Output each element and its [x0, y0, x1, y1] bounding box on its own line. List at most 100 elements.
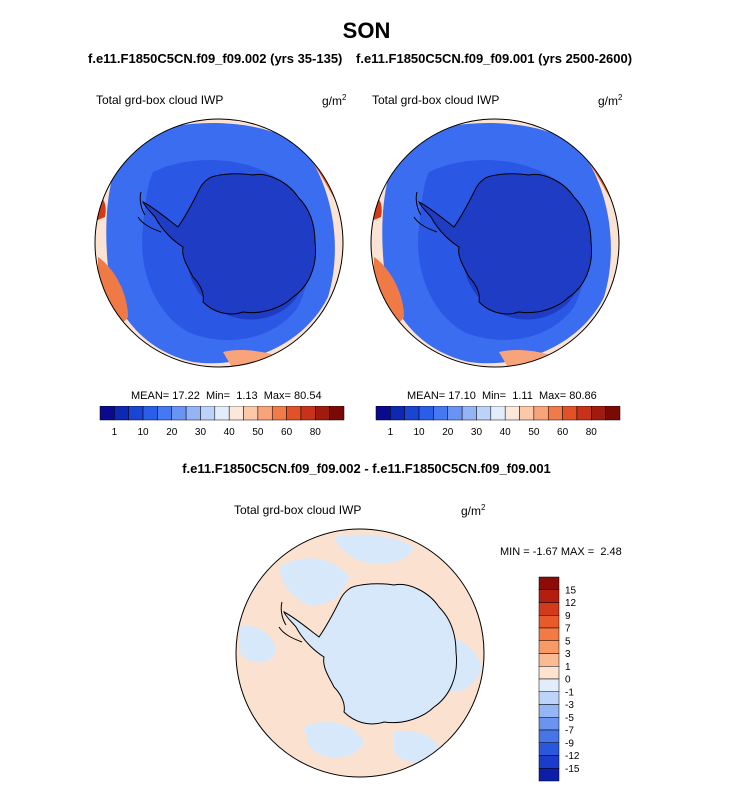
colorbar-swatch [114, 406, 129, 421]
colorbar-tick-label: 1 [388, 427, 394, 438]
difference-title: f.e11.F1850C5CN.f09_f09.002 - f.e11.F185… [182, 461, 551, 476]
colorbar-swatch [504, 406, 520, 421]
colorbar-tick-label: 60 [557, 427, 569, 438]
colorbar-swatch [538, 615, 560, 629]
panel2-south-orange [499, 350, 569, 367]
colorbar-swatch [538, 755, 560, 769]
panel3-map [235, 528, 485, 778]
colorbar-swatch [538, 666, 560, 680]
colorbar-swatch [375, 406, 391, 421]
panel3-negative-patch-nw [279, 558, 349, 606]
colorbar-tick-label: 1 [112, 427, 118, 438]
colorbar-swatch [519, 406, 535, 421]
panel2-peninsula-coastline [413, 191, 438, 233]
colorbar-tick-label: -1 [565, 687, 574, 698]
colorbar-swatch [538, 627, 560, 641]
season-title: SON [342, 18, 391, 43]
colorbar-tick-label: 60 [281, 427, 293, 438]
panel3-map-border [235, 528, 485, 778]
colorbar-tick-label: 40 [224, 427, 236, 438]
colorbar-tick-label: 40 [500, 427, 512, 438]
panel2-stats: MEAN= 17.10 Min= 1.11 Max= 80.86 [407, 390, 597, 402]
panel3-peninsula-coastline [278, 601, 303, 643]
panel1-variable-label: Total grd-box cloud IWP [96, 93, 224, 107]
panel1-stats: MEAN= 17.22 Min= 1.13 Max= 80.54 [131, 390, 322, 402]
panel1-units: g/m2 [322, 93, 347, 108]
colorbar-swatch [214, 406, 230, 421]
colorbar-tick-label: -12 [565, 751, 580, 762]
panel2-map [370, 118, 620, 368]
colorbar-swatch [185, 406, 201, 421]
colorbar-swatch [99, 406, 115, 421]
colorbar-tick-label: 7 [565, 624, 571, 635]
colorbar-swatch [538, 678, 560, 692]
colorbar-swatch [547, 406, 563, 421]
colorbar-tick-label: 20 [442, 427, 454, 438]
panel3-units: g/m2 [461, 503, 486, 518]
colorbar-swatch [461, 406, 477, 421]
colorbar-tick-label: 50 [528, 427, 540, 438]
colorbar-tick-label: 0 [565, 675, 571, 686]
colorbar-swatch [228, 406, 244, 421]
colorbar-swatch [562, 406, 578, 421]
colorbar-tick-label: 30 [471, 427, 483, 438]
panel3-antarctica-coastline [283, 583, 458, 725]
colorbar-swatch [142, 406, 158, 421]
colorbar-swatch [243, 406, 259, 421]
panel3-colorbar: 15 12 9 75 3 1 0-1 -3 -5 -7-9 -12 -15 [538, 576, 580, 782]
colorbar-swatch [538, 653, 560, 667]
panel2-variable-label: Total grd-box cloud IWP [372, 93, 500, 107]
colorbar-swatch [490, 406, 506, 421]
colorbar-tick-label: 10 [413, 427, 425, 438]
colorbar-swatch [171, 406, 187, 421]
colorbar-tick-label: 30 [195, 427, 207, 438]
colorbar-swatch [329, 406, 345, 421]
colorbar-swatch [538, 691, 560, 705]
panel1-map [94, 118, 344, 368]
colorbar-tick-label: -15 [565, 764, 580, 775]
colorbar-tick-label: 10 [137, 427, 149, 438]
panel1-colorbar: 1 10 20 30 40 50 60 80 [99, 406, 345, 438]
panel2-colorbar: 1 10 20 30 40 50 60 80 [375, 406, 621, 438]
colorbar-tick-label: 80 [310, 427, 322, 438]
panel3-negative-patch-s [304, 722, 364, 758]
colorbar-swatch [390, 406, 405, 421]
colorbar-tick-label: 80 [586, 427, 598, 438]
colorbar-swatch [418, 406, 434, 421]
colorbar-swatch [538, 717, 560, 731]
colorbar-swatch [286, 406, 302, 421]
colorbar-swatch [538, 640, 560, 654]
colorbar-swatch [538, 602, 560, 616]
colorbar-swatch [605, 406, 621, 421]
colorbar-tick-label: 50 [252, 427, 264, 438]
colorbar-swatch [538, 768, 560, 782]
colorbar-tick-label: -7 [565, 726, 574, 737]
colorbar-swatch [315, 406, 330, 421]
colorbar-tick-label: 9 [565, 611, 571, 622]
colorbar-tick-label: 12 [565, 598, 577, 609]
colorbar-swatch [271, 406, 287, 421]
panel3-stats: MIN = -1.67 MAX = 2.48 [500, 546, 622, 558]
panel3-negative-patch-n [334, 534, 414, 564]
panel3-negative-patch-w [239, 625, 276, 663]
colorbar-swatch [300, 406, 316, 421]
colorbar-swatch [157, 406, 173, 421]
colorbar-swatch [591, 406, 606, 421]
panel1-peninsula-coastline [137, 191, 162, 233]
colorbar-swatch [538, 589, 560, 603]
colorbar-tick-label: 1 [565, 662, 571, 673]
colorbar-swatch [538, 742, 560, 756]
colorbar-swatch [433, 406, 449, 421]
colorbar-swatch [538, 576, 560, 590]
colorbar-swatch [128, 406, 144, 421]
colorbar-swatch [257, 406, 273, 421]
colorbar-tick-label: -9 [565, 738, 574, 749]
panel1-south-orange [223, 350, 293, 367]
panel3-variable-label: Total grd-box cloud IWP [234, 503, 362, 517]
colorbar-swatch [533, 406, 549, 421]
colorbar-tick-label: 20 [166, 427, 178, 438]
panel1-antarctica-coastline [142, 173, 317, 315]
panel2-map-border [370, 118, 620, 368]
colorbar-tick-label: 5 [565, 636, 571, 647]
colorbar-swatch [576, 406, 592, 421]
